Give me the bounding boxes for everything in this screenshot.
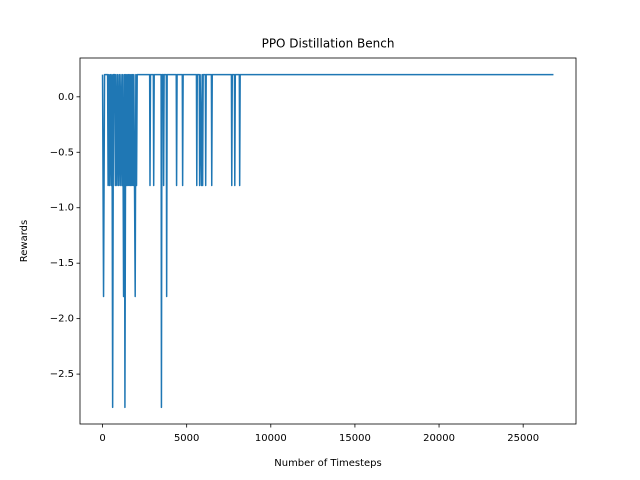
y-tick-label: −1.0: [50, 203, 74, 214]
x-tick-label: 0: [99, 433, 105, 444]
y-tick-label: −2.0: [50, 314, 74, 325]
y-axis-label: Rewards: [19, 220, 30, 262]
x-tick-label: 25000: [507, 433, 539, 444]
line: [101, 73, 554, 409]
x-tick-label: 10000: [255, 433, 287, 444]
x-tick-label: 15000: [339, 433, 371, 444]
x-tick-label: 20000: [423, 433, 455, 444]
y-tick-label: −1.5: [50, 258, 74, 269]
y-tick-label: −0.5: [50, 147, 74, 158]
plot-frame: [79, 57, 577, 425]
x-tick-label: 5000: [174, 433, 199, 444]
y-tick-label: −2.5: [50, 369, 74, 380]
x-axis-label: Number of Timesteps: [274, 458, 381, 469]
y-tick-label: 0.0: [58, 92, 74, 103]
chart-title: PPO Distillation Bench: [262, 37, 395, 51]
